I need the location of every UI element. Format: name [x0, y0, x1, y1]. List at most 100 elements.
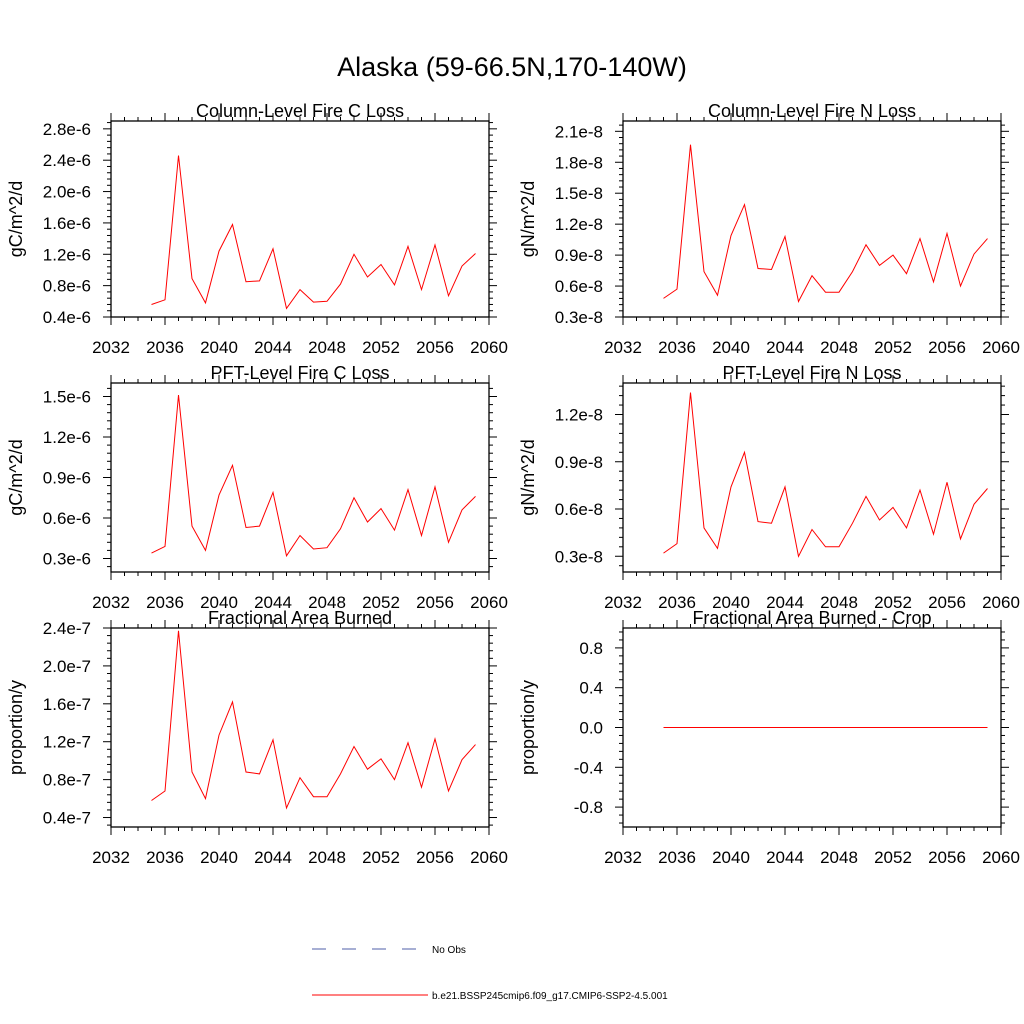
x-tick-label: 2048 [820, 338, 858, 357]
x-tick-label: 2060 [982, 593, 1020, 612]
page-title: Alaska (59-66.5N,170-140W) [337, 52, 687, 82]
x-tick-label: 2056 [416, 848, 454, 867]
legend-label-model: b.e21.BSSP245cmip6.f09_g17.CMIP6-SSP2-4.… [432, 991, 668, 1002]
x-tick-label: 2032 [604, 338, 642, 357]
x-tick-label: 2052 [874, 593, 912, 612]
y-tick-label: -0.4 [574, 758, 603, 777]
x-tick-label: 2044 [254, 593, 292, 612]
y-tick-label: 0.6e-8 [555, 500, 603, 519]
y-tick-label: 1.2e-6 [43, 428, 91, 447]
x-tick-label: 2052 [362, 338, 400, 357]
y-tick-label: 1.2e-8 [555, 406, 603, 425]
y-tick-label: 1.5e-6 [43, 388, 91, 407]
y-tick-label: 0.9e-8 [555, 246, 603, 265]
series-line [663, 392, 988, 558]
series-line [151, 630, 476, 810]
y-tick-label: 0.4e-6 [43, 308, 91, 327]
x-tick-label: 2044 [254, 848, 292, 867]
y-axis-label: gC/m^2/d [6, 181, 26, 257]
series-line [151, 155, 476, 310]
plot-frame [110, 627, 490, 828]
y-tick-label: 0.4 [579, 679, 603, 698]
y-tick-label: 0.8e-7 [43, 771, 91, 790]
y-axis-label: gN/m^2/d [518, 439, 538, 515]
y-axis-label: gN/m^2/d [518, 181, 538, 257]
x-tick-label: 2040 [200, 338, 238, 357]
x-tick-label: 2032 [604, 593, 642, 612]
panel-title: Column-Level Fire N Loss [708, 101, 916, 121]
x-tick-label: 2056 [928, 338, 966, 357]
x-tick-label: 2056 [928, 848, 966, 867]
x-tick-label: 2048 [820, 593, 858, 612]
panel-title: Fractional Area Burned [208, 608, 392, 628]
y-tick-label: 1.5e-8 [555, 184, 603, 203]
y-tick-label: 0.3e-8 [555, 547, 603, 566]
x-tick-label: 2036 [658, 338, 696, 357]
x-tick-label: 2048 [820, 848, 858, 867]
x-tick-label: 2032 [92, 593, 130, 612]
x-tick-label: 2036 [146, 848, 184, 867]
panel-title: PFT-Level Fire C Loss [210, 363, 389, 383]
y-tick-label: 2.4e-6 [43, 151, 91, 170]
plot-frame [110, 382, 490, 573]
panel-title: Column-Level Fire C Loss [196, 101, 404, 121]
y-axis-label: gC/m^2/d [6, 439, 26, 515]
y-tick-label: 0.9e-6 [43, 469, 91, 488]
x-tick-label: 2060 [470, 338, 508, 357]
x-tick-label: 2040 [712, 593, 750, 612]
x-tick-label: 2044 [254, 338, 292, 357]
y-tick-label: 0.4e-7 [43, 809, 91, 828]
x-tick-label: 2056 [416, 338, 454, 357]
panel-title: Fractional Area Burned - Crop [692, 608, 931, 628]
plot-frame [622, 120, 1002, 318]
plot-frame [622, 627, 1002, 828]
plot-frame [110, 120, 490, 318]
x-tick-label: 2036 [658, 848, 696, 867]
x-tick-label: 2032 [92, 848, 130, 867]
y-tick-label: 1.6e-7 [43, 695, 91, 714]
y-tick-label: 2.0e-7 [43, 657, 91, 676]
x-tick-label: 2048 [308, 848, 346, 867]
y-tick-label: 0.6e-6 [43, 509, 91, 528]
y-tick-label: 2.8e-6 [43, 120, 91, 139]
y-tick-label: 0.3e-8 [555, 308, 603, 327]
y-tick-label: 2.1e-8 [555, 122, 603, 141]
x-tick-label: 2036 [658, 593, 696, 612]
x-tick-label: 2044 [766, 338, 804, 357]
x-tick-label: 2040 [200, 848, 238, 867]
x-tick-label: 2060 [470, 593, 508, 612]
x-tick-label: 2040 [200, 593, 238, 612]
y-tick-label: 1.2e-6 [43, 245, 91, 264]
y-tick-label: 1.2e-8 [555, 215, 603, 234]
legend-label-obs: No Obs [432, 945, 466, 956]
x-tick-label: 2056 [416, 593, 454, 612]
x-tick-label: 2060 [982, 848, 1020, 867]
x-tick-label: 2040 [712, 848, 750, 867]
plot-frame [622, 382, 1002, 573]
y-tick-label: -0.8 [574, 798, 603, 817]
x-tick-label: 2032 [92, 338, 130, 357]
y-tick-label: 0.8 [579, 639, 603, 658]
x-tick-label: 2060 [470, 848, 508, 867]
x-tick-label: 2044 [766, 593, 804, 612]
series-line [151, 395, 476, 558]
y-tick-label: 0.8e-6 [43, 277, 91, 296]
x-tick-label: 2052 [874, 848, 912, 867]
y-axis-label: proportion/y [518, 680, 538, 775]
x-tick-label: 2036 [146, 593, 184, 612]
y-tick-label: 0.0 [579, 719, 603, 738]
series-line [663, 144, 988, 303]
x-tick-label: 2056 [928, 593, 966, 612]
y-tick-label: 0.9e-8 [555, 453, 603, 472]
y-tick-label: 1.8e-8 [555, 153, 603, 172]
x-tick-label: 2052 [874, 338, 912, 357]
y-tick-label: 1.6e-6 [43, 214, 91, 233]
y-tick-label: 0.3e-6 [43, 550, 91, 569]
x-tick-label: 2048 [308, 593, 346, 612]
x-tick-label: 2052 [362, 848, 400, 867]
x-tick-label: 2032 [604, 848, 642, 867]
x-tick-label: 2040 [712, 338, 750, 357]
x-tick-label: 2036 [146, 338, 184, 357]
y-tick-label: 1.2e-7 [43, 733, 91, 752]
